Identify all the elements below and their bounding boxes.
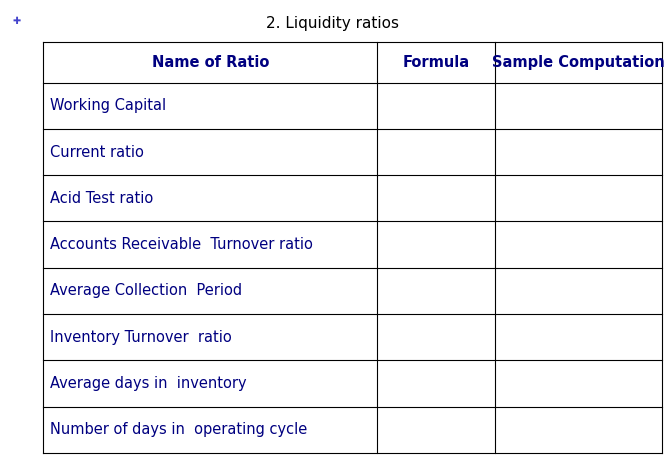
Text: Sample Computation: Sample Computation bbox=[492, 55, 664, 70]
Text: 2. Liquidity ratios: 2. Liquidity ratios bbox=[266, 16, 399, 31]
Text: Accounts Receivable  Turnover ratio: Accounts Receivable Turnover ratio bbox=[50, 237, 313, 252]
Text: ✚: ✚ bbox=[13, 16, 21, 26]
Text: Number of days in  operating cycle: Number of days in operating cycle bbox=[50, 422, 307, 437]
Text: Average Collection  Period: Average Collection Period bbox=[50, 283, 242, 298]
Text: Acid Test ratio: Acid Test ratio bbox=[50, 191, 153, 206]
Text: Name of Ratio: Name of Ratio bbox=[152, 55, 269, 70]
Text: Inventory Turnover  ratio: Inventory Turnover ratio bbox=[50, 329, 231, 345]
Text: Average days in  inventory: Average days in inventory bbox=[50, 376, 247, 391]
Text: Working Capital: Working Capital bbox=[50, 98, 166, 113]
Text: Current ratio: Current ratio bbox=[50, 145, 144, 159]
Text: Formula: Formula bbox=[402, 55, 469, 70]
